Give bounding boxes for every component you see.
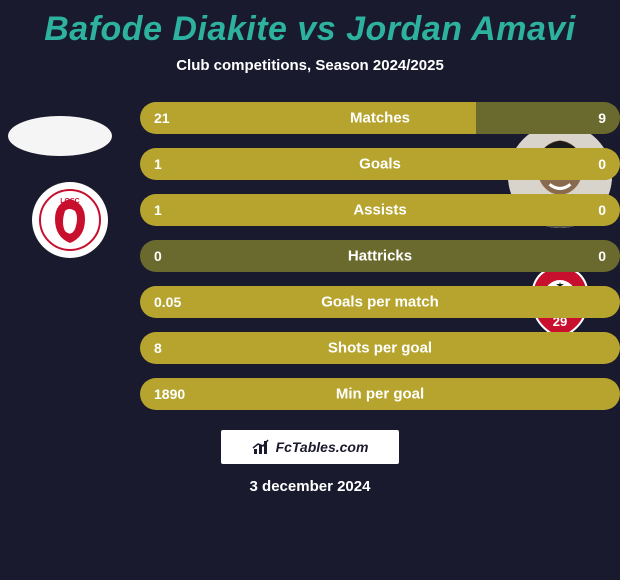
page-title: Bafode Diakite vs Jordan Amavi <box>0 10 620 49</box>
stat-row: 1 Assists 0 <box>140 194 620 226</box>
stat-label: Goals <box>359 156 401 173</box>
stat-label: Hattricks <box>348 248 412 265</box>
player-left-avatar <box>8 116 112 156</box>
stat-value-right: 0 <box>598 202 606 218</box>
stat-label: Matches <box>350 110 410 127</box>
stat-value-left: 1 <box>154 156 162 172</box>
stat-value-left: 21 <box>154 110 170 126</box>
stat-value-left: 1890 <box>154 386 185 402</box>
stat-value-right: 0 <box>598 248 606 264</box>
stat-row: 21 Matches 9 <box>140 102 620 134</box>
stat-row: 1 Goals 0 <box>140 148 620 180</box>
stat-label: Assists <box>353 202 406 219</box>
stat-value-left: 1 <box>154 202 162 218</box>
stat-row: 0.05 Goals per match <box>140 286 620 318</box>
stat-value-left: 0 <box>154 248 162 264</box>
watermark: FcTables.com <box>221 430 399 464</box>
svg-text:LOSC: LOSC <box>60 198 79 205</box>
stat-value-left: 0.05 <box>154 294 181 310</box>
stat-label: Shots per goal <box>328 340 432 357</box>
chart-icon <box>252 438 270 456</box>
watermark-text: FcTables.com <box>276 439 369 455</box>
stat-row: 0 Hattricks 0 <box>140 240 620 272</box>
stat-row: 1890 Min per goal <box>140 378 620 410</box>
stat-value-right: 9 <box>598 110 606 126</box>
stat-value-left: 8 <box>154 340 162 356</box>
stat-label: Min per goal <box>336 386 424 403</box>
stat-label: Goals per match <box>321 294 439 311</box>
club-left-badge: LOSC <box>18 178 122 262</box>
date: 3 december 2024 <box>0 478 620 495</box>
stat-value-right: 0 <box>598 156 606 172</box>
stat-row: 8 Shots per goal <box>140 332 620 364</box>
subtitle: Club competitions, Season 2024/2025 <box>0 57 620 74</box>
stat-bar-fill <box>140 102 476 134</box>
